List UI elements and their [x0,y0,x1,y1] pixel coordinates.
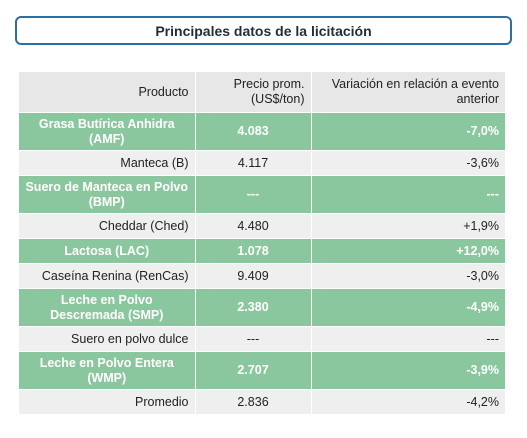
variation-cell: -3,0% [311,263,505,289]
table-row: Lactosa (LAC) 1.078 +12,0% [19,238,505,264]
header-variation: Variación en relación a evento anterior [311,72,505,113]
variation-cell: -4,2% [311,389,505,414]
title-box: Principales datos de la licitación [15,16,512,45]
licitation-data-table: Producto Precio prom. (US$/ton) Variació… [19,72,505,414]
page-title: Principales datos de la licitación [155,22,372,39]
price-cell: 2.836 [195,389,312,414]
price-cell: 2.707 [195,351,312,390]
variation-cell: +12,0% [311,238,505,264]
price-cell: 4.083 [195,112,312,151]
product-cell: Manteca (B) [19,150,196,176]
price-cell: 1.078 [195,238,312,264]
price-cell: 2.380 [195,288,312,327]
variation-cell: -3,6% [311,150,505,176]
header-product: Producto [19,72,196,113]
table-row: Leche en Polvo Entera (WMP) 2.707 -3,9% [19,351,505,390]
price-cell: 4.117 [195,150,312,176]
product-cell: Leche en Polvo Entera (WMP) [19,351,196,390]
table-row: Caseína Renina (RenCas) 9.409 -3,0% [19,263,505,289]
table-row: Manteca (B) 4.117 -3,6% [19,150,505,176]
price-cell: 9.409 [195,263,312,289]
table-row: Cheddar (Ched) 4.480 +1,9% [19,213,505,239]
table-row: Leche en Polvo Descremada (SMP) 2.380 -4… [19,288,505,327]
product-cell: Cheddar (Ched) [19,213,196,239]
product-cell: Leche en Polvo Descremada (SMP) [19,288,196,327]
variation-cell: -7,0% [311,112,505,151]
product-cell: Caseína Renina (RenCas) [19,263,196,289]
product-cell: Suero en polvo dulce [19,326,196,352]
table-header-row: Producto Precio prom. (US$/ton) Variació… [19,72,505,113]
table-row: Suero en polvo dulce --- --- [19,326,505,352]
table-row: Promedio 2.836 -4,2% [19,389,505,414]
product-cell: Promedio [19,389,196,414]
price-cell: 4.480 [195,213,312,239]
product-cell: Grasa Butírica Anhidra (AMF) [19,112,196,151]
product-cell: Suero de Manteca en Polvo (BMP) [19,175,196,214]
variation-cell: -3,9% [311,351,505,390]
header-price: Precio prom. (US$/ton) [195,72,312,113]
price-cell: --- [195,326,312,352]
variation-cell: -4,9% [311,288,505,327]
product-cell: Lactosa (LAC) [19,238,196,264]
variation-cell: --- [311,175,505,214]
price-cell: --- [195,175,312,214]
variation-cell: +1,9% [311,213,505,239]
table-row: Grasa Butírica Anhidra (AMF) 4.083 -7,0% [19,112,505,151]
variation-cell: --- [311,326,505,352]
table-row: Suero de Manteca en Polvo (BMP) --- --- [19,175,505,214]
